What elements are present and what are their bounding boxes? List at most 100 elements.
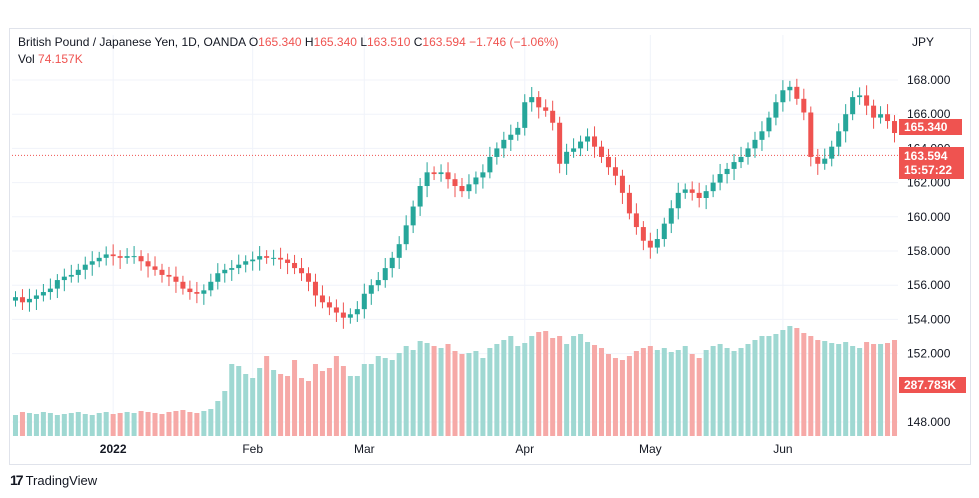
- candle-body: [780, 90, 786, 103]
- candle-body: [389, 257, 395, 269]
- volume-bar: [522, 343, 528, 436]
- candle-body: [605, 156, 611, 168]
- volume-bar: [110, 414, 116, 436]
- volume-bar: [375, 356, 381, 436]
- y-tick-label: 156.000: [907, 278, 951, 292]
- volume-bar: [871, 344, 877, 436]
- candle-body: [278, 257, 284, 260]
- volume-bar: [878, 344, 884, 436]
- volume-bar: [592, 345, 598, 436]
- volume-bar: [354, 376, 360, 436]
- volume-bar: [473, 351, 479, 436]
- volume-bar: [515, 346, 521, 436]
- x-tick-label: Apr: [515, 442, 534, 456]
- volume-bar: [61, 414, 67, 436]
- candle-body: [703, 191, 709, 198]
- candle-body: [878, 114, 884, 118]
- instrument-title[interactable]: British Pound / Japanese Yen, 1D, OANDA: [18, 35, 246, 49]
- candle-body: [312, 281, 318, 296]
- volume-bar: [508, 336, 514, 436]
- candle-body: [271, 257, 277, 259]
- candle-body: [47, 288, 53, 293]
- candle-body: [515, 127, 521, 135]
- volume-bar: [12, 415, 18, 436]
- volume-bar: [794, 328, 800, 436]
- y-tick-label: 152.000: [907, 347, 951, 361]
- volume-bar: [19, 412, 25, 436]
- volume-bar: [633, 351, 639, 436]
- candle-body: [654, 239, 660, 248]
- candle-body: [68, 274, 74, 277]
- volume-bar: [647, 346, 653, 436]
- volume-bar: [850, 346, 856, 436]
- candle-body: [598, 146, 605, 157]
- candle-body: [103, 254, 109, 258]
- volume-bar: [675, 350, 681, 436]
- candle-body: [843, 114, 849, 132]
- volume-bar: [571, 336, 577, 436]
- candle-body: [787, 86, 793, 91]
- candle-body: [215, 273, 221, 282]
- volume-bar: [480, 358, 486, 436]
- volume-bar: [829, 343, 835, 436]
- candle-body: [801, 98, 807, 113]
- volume-bar: [487, 348, 493, 436]
- candle-body: [82, 264, 88, 270]
- candle-body: [319, 295, 325, 303]
- volume-bar: [403, 346, 409, 436]
- volume-bar: [410, 350, 416, 436]
- candle-body: [543, 107, 549, 111]
- candle-body: [96, 257, 102, 262]
- currency-label: JPY: [912, 35, 935, 49]
- candle-body: [619, 175, 625, 193]
- high-value: 165.340: [313, 35, 357, 49]
- candle-body: [410, 206, 416, 226]
- volume-bar: [801, 333, 807, 436]
- candle-body: [222, 269, 228, 274]
- volume-bar: [501, 340, 507, 436]
- volume-bar: [340, 366, 346, 436]
- candle-body: [487, 156, 493, 173]
- tradingview-brand[interactable]: 17 TradingView: [10, 472, 97, 488]
- candle-body: [633, 213, 639, 228]
- candle-body: [326, 302, 332, 308]
- candle-body: [494, 148, 500, 157]
- volume-bar: [459, 354, 465, 436]
- volume-bar: [250, 378, 256, 436]
- volume-bar: [292, 360, 298, 436]
- volume-bar: [271, 370, 277, 436]
- candle-body: [431, 172, 437, 175]
- y-tick-label: 168.000: [907, 73, 951, 87]
- candle-body: [675, 192, 681, 209]
- volume-bar: [815, 340, 821, 436]
- volume-bar: [312, 364, 318, 436]
- volume-bar: [145, 412, 151, 436]
- volume-bar: [361, 364, 367, 436]
- candle-body: [822, 158, 828, 164]
- candle-body: [794, 86, 800, 99]
- volume-bar: [347, 376, 353, 436]
- candle-body: [578, 141, 584, 149]
- volume-bar: [431, 346, 437, 436]
- volume-bar: [843, 342, 849, 436]
- volume-bar: [773, 334, 779, 436]
- candle-body: [459, 186, 465, 192]
- volume-bar: [89, 415, 95, 436]
- candle-body: [850, 97, 856, 115]
- candle-body: [208, 281, 214, 291]
- volume-bar: [152, 413, 158, 436]
- candle-body: [201, 290, 207, 294]
- volume-bar: [82, 414, 88, 436]
- volume-bar: [229, 364, 235, 436]
- last-price-tag: 163.594 15:57:22: [899, 147, 964, 179]
- volume-bar: [201, 411, 207, 436]
- candle-body: [354, 309, 360, 315]
- volume-bar: [759, 336, 765, 436]
- candle-body: [773, 102, 779, 118]
- candle-body: [661, 223, 667, 240]
- candle-body: [871, 105, 877, 118]
- candle-body: [236, 264, 242, 269]
- candle-body: [592, 136, 598, 147]
- volume-bar: [131, 413, 137, 436]
